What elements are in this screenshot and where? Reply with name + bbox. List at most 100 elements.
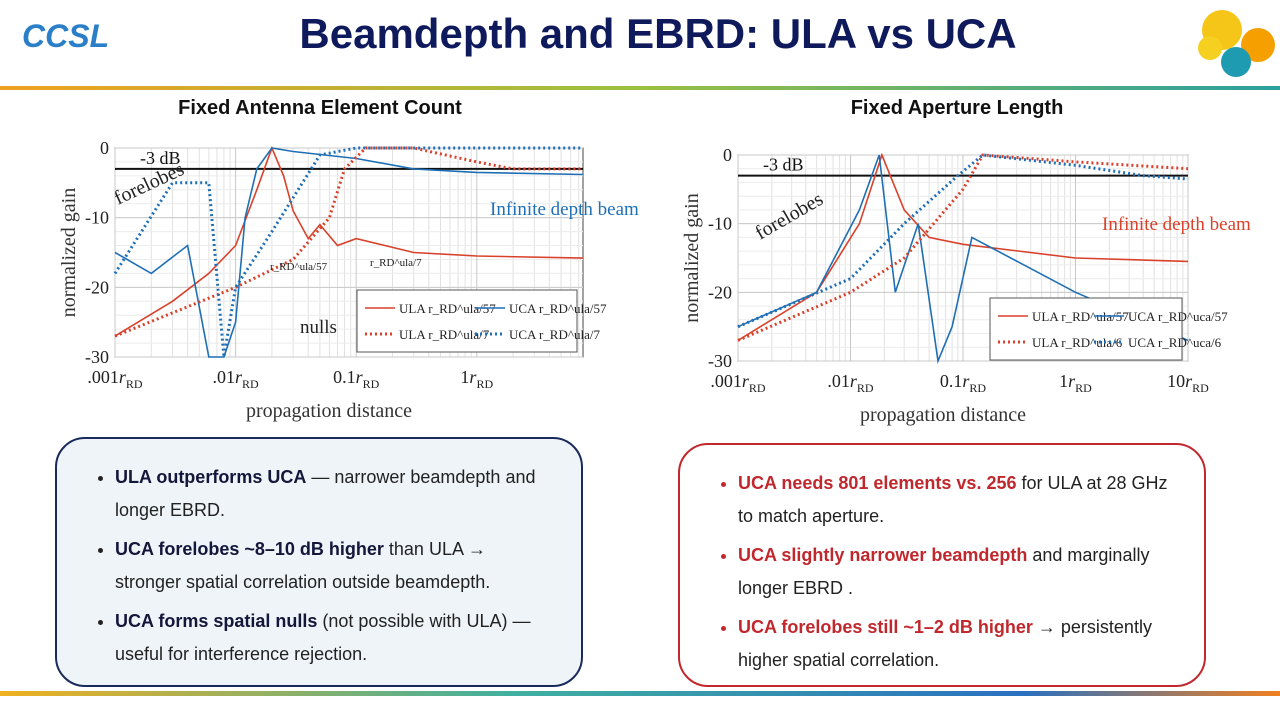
top-rule — [0, 86, 1280, 90]
tick-part: 0.1 — [333, 367, 356, 387]
annotation: r_RD^ula/7 — [370, 257, 422, 269]
bullet-list: UCA needs 801 elements vs. 256 for ULA a… — [738, 467, 1174, 677]
series-line — [737, 152, 1189, 342]
y-axis-label: normalized gain — [681, 193, 703, 322]
bullet: UCA needs 801 elements vs. 256 for ULA a… — [738, 467, 1174, 533]
legend-label: UCA r_RD^ula/57 — [509, 301, 607, 316]
legend-box — [989, 297, 1183, 361]
x-tick-label: .001rRD — [710, 371, 766, 395]
chart-title: Fixed Aperture Length — [851, 97, 1064, 119]
reference-label: -3 dB — [140, 148, 181, 168]
y-tick-label: -20 — [85, 277, 109, 297]
summary-panel: ULA outperforms UCA — narrower beamdepth… — [55, 437, 583, 687]
bullet-bold: UCA slightly narrower beamdepth — [738, 545, 1028, 565]
tick-part: r — [119, 367, 127, 387]
x-axis-label: propagation distance — [860, 404, 1026, 426]
legend-label: ULA r_RD^ula/6 — [1032, 335, 1123, 350]
tick-part: RD — [242, 377, 259, 391]
annotation: nulls — [300, 317, 337, 338]
tick-part: 0.1 — [940, 371, 963, 391]
tick-part: r — [235, 367, 243, 387]
bullet-text: → persistently higher spatial correlatio… — [738, 617, 1152, 670]
tick-part: r — [1185, 371, 1193, 391]
legend-label: ULA r_RD^ula/57 — [399, 301, 496, 316]
series-line — [737, 153, 1189, 342]
series-line — [737, 154, 1189, 365]
y-tick-label: -10 — [708, 214, 732, 234]
legend-box — [356, 289, 578, 353]
bullet-bold: UCA forelobes still ~1–2 dB higher — [738, 617, 1033, 637]
tick-part: .001 — [710, 371, 742, 391]
tick-part: 10 — [1167, 371, 1185, 391]
bullet: UCA forelobes ~8–10 dB higher than ULA →… — [115, 533, 551, 599]
partner-logo — [1198, 10, 1275, 77]
tick-part: .01 — [827, 371, 850, 391]
x-tick-label: 10rRD — [1167, 371, 1209, 395]
tick-part: RD — [363, 377, 380, 391]
tick-part: 1 — [1059, 371, 1068, 391]
series-line — [114, 147, 584, 358]
tick-part: r — [469, 367, 477, 387]
x-tick-label: .01rRD — [212, 367, 259, 391]
x-axis-label: propagation distance — [246, 400, 412, 422]
bottom-rule — [0, 691, 1280, 696]
tick-part: RD — [749, 381, 766, 395]
summary-panel: UCA needs 801 elements vs. 256 for ULA a… — [678, 443, 1206, 687]
bullet-text: — narrower beamdepth and longer EBRD. — [115, 467, 536, 520]
legend-label: ULA r_RD^ula/7 — [399, 327, 490, 342]
tick-part: RD — [1192, 381, 1209, 395]
logo: CCSL — [22, 18, 110, 54]
y-tick-label: -10 — [85, 208, 109, 228]
y-tick-label: -30 — [85, 347, 109, 367]
y-tick-label: 0 — [100, 138, 109, 158]
bullet-text: for ULA at 28 GHz to match aperture. — [738, 473, 1168, 526]
tick-part: 1 — [460, 367, 469, 387]
tick-part: RD — [969, 381, 986, 395]
tick-part: RD — [476, 377, 493, 391]
x-tick-label: 0.1rRD — [333, 367, 380, 391]
bullet-bold: UCA forms spatial nulls — [115, 611, 318, 631]
bullet-text: (not possible with ULA) — useful for int… — [115, 611, 531, 664]
tick-part: RD — [857, 381, 874, 395]
bullet-bold: UCA needs 801 elements vs. 256 — [738, 473, 1017, 493]
x-tick-label: 1rRD — [460, 367, 493, 391]
bullet-text: and marginally longer EBRD . — [738, 545, 1150, 598]
series-line — [114, 146, 583, 338]
tick-part: r — [742, 371, 750, 391]
annotation: r_RD^ula/57 — [270, 261, 328, 273]
tick-part: .001 — [87, 367, 119, 387]
y-tick-label: 0 — [723, 145, 732, 165]
bullet: UCA slightly narrower beamdepth and marg… — [738, 539, 1174, 605]
x-tick-label: .01rRD — [827, 371, 874, 395]
reference-label: -3 dB — [763, 155, 804, 175]
bullet: ULA outperforms UCA — narrower beamdepth… — [115, 461, 551, 527]
legend-label: UCA r_RD^uca/6 — [1128, 335, 1222, 350]
series-line — [114, 145, 584, 337]
series-line — [737, 153, 1189, 329]
x-tick-label: .001rRD — [87, 367, 143, 391]
x-tick-label: 1rRD — [1059, 371, 1092, 395]
legend-label: ULA r_RD^ula/57 — [1032, 309, 1129, 324]
tick-part: r — [850, 371, 858, 391]
tick-part: RD — [1075, 381, 1092, 395]
bullet-bold: UCA forelobes ~8–10 dB higher — [115, 539, 384, 559]
x-tick-label: 0.1rRD — [940, 371, 987, 395]
tick-part: RD — [126, 377, 143, 391]
bullet-bold: ULA outperforms UCA — [115, 467, 307, 487]
tick-part: r — [356, 367, 364, 387]
tick-part: r — [962, 371, 970, 391]
bullet-list: ULA outperforms UCA — narrower beamdepth… — [115, 461, 551, 671]
legend-label: UCA r_RD^uca/57 — [1128, 309, 1228, 324]
slide-title: Beamdepth and EBRD: ULA vs UCA — [299, 10, 1017, 57]
bullet-text: than ULA → stronger spatial correlation … — [115, 539, 491, 592]
legend-label: UCA r_RD^ula/7 — [509, 327, 600, 342]
chart-title: Fixed Antenna Element Count — [178, 97, 462, 119]
bullet: UCA forelobes still ~1–2 dB higher → per… — [738, 611, 1174, 677]
y-axis-label: normalized gain — [58, 188, 80, 317]
annotation: Infinite depth beam — [1102, 214, 1251, 235]
tick-part: r — [1068, 371, 1076, 391]
series-line — [113, 146, 583, 358]
tick-part: .01 — [212, 367, 235, 387]
y-tick-label: -20 — [708, 282, 732, 302]
